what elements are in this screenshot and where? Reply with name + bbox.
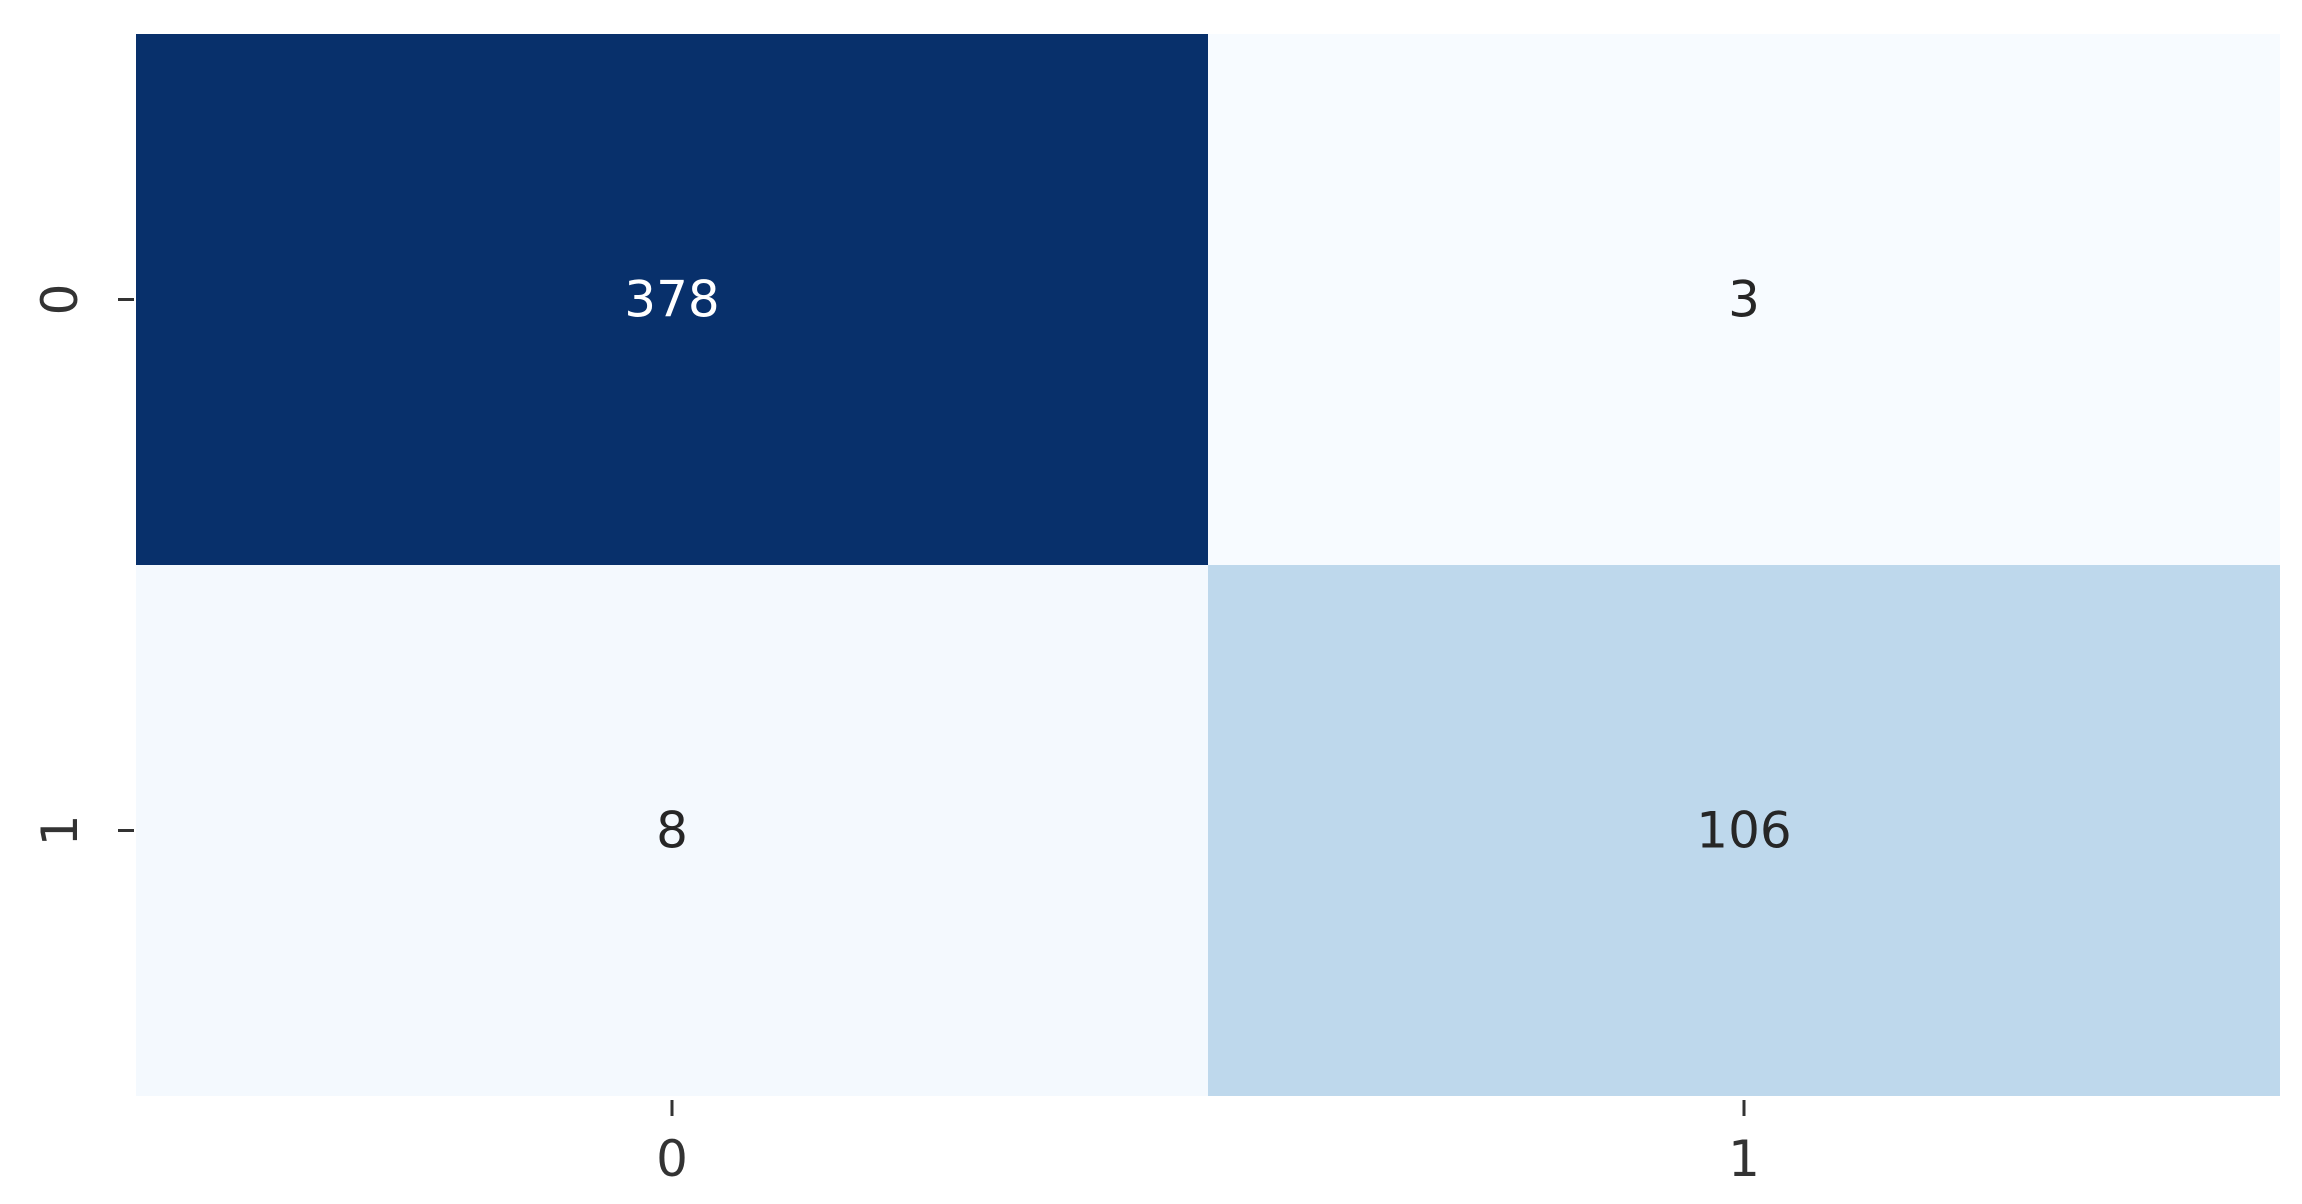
x-tick-label-0: 0 [656,1130,688,1188]
y-axis: 01 [31,284,134,847]
heatmap-cell-r1-c0 [136,565,1208,1096]
heatmap-cell-r0-c1 [1208,34,2280,565]
cell-value-r0-c0: 378 [624,271,719,329]
cell-value-r0-c1: 3 [1728,271,1760,329]
cell-value-r1-c1: 106 [1696,802,1791,860]
cell-value-r1-c0: 8 [656,802,688,860]
y-tick-label-1: 1 [31,815,89,847]
heatmap-cell-labels: 378 3 8 106 [624,271,1791,860]
heatmap-cells [136,34,2280,1096]
heatmap-cell-r0-c0 [136,34,1208,565]
y-tick-label-0: 0 [31,284,89,316]
x-tick-label-1: 1 [1728,1130,1760,1188]
heatmap-cell-r1-c1 [1208,565,2280,1096]
